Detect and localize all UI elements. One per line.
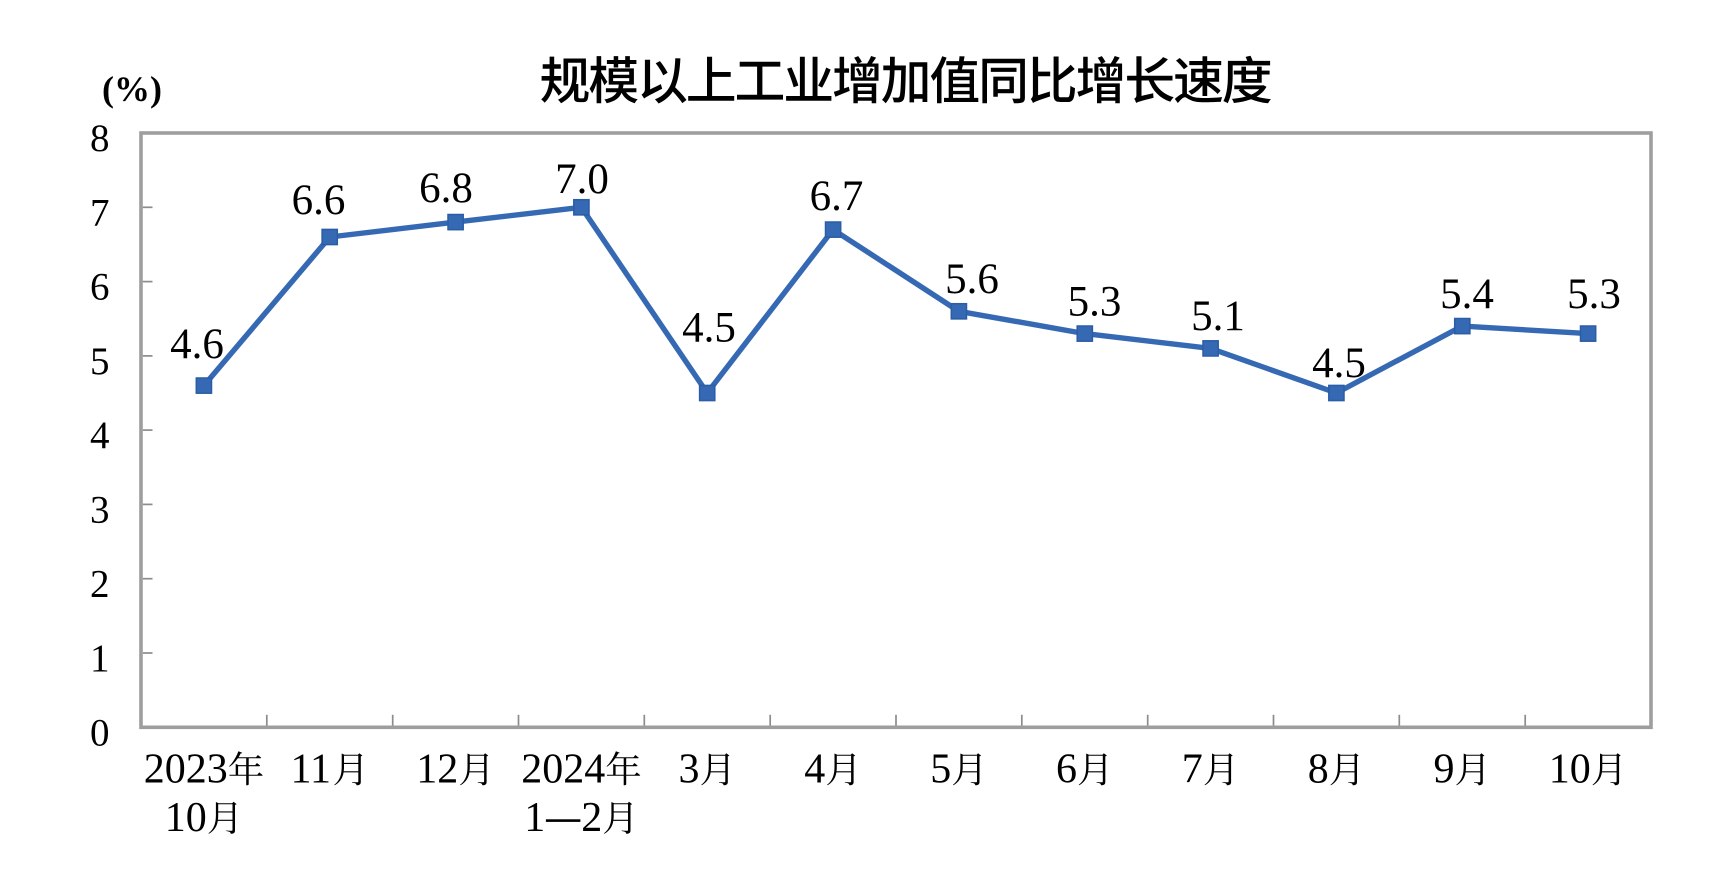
svg-text:(%): (%) [102,69,162,109]
svg-text:2023: 2023 [144,747,228,793]
svg-text:8: 8 [1308,747,1329,793]
svg-text:6.8: 6.8 [419,165,473,212]
svg-text:2: 2 [90,563,110,606]
svg-text:4.5: 4.5 [682,305,736,352]
svg-text:0: 0 [90,711,110,754]
svg-text:5.1: 5.1 [1191,293,1245,340]
svg-text:5.4: 5.4 [1440,271,1494,318]
svg-text:5: 5 [930,747,951,793]
svg-text:5: 5 [90,340,110,383]
svg-text:6.7: 6.7 [810,173,864,220]
svg-text:1: 1 [90,637,110,680]
svg-text:4.6: 4.6 [170,321,224,368]
svg-text:6: 6 [90,266,110,309]
svg-text:2024: 2024 [521,747,605,793]
svg-text:3: 3 [90,488,110,531]
svg-text:7.0: 7.0 [555,156,609,203]
svg-text:12: 12 [416,747,458,793]
svg-text:3: 3 [679,747,700,793]
svg-text:5.3: 5.3 [1567,271,1621,318]
svg-text:7: 7 [1182,747,1203,793]
svg-text:2: 2 [581,795,602,841]
svg-text:7: 7 [90,191,110,234]
svg-text:6.6: 6.6 [292,177,346,224]
svg-text:4.5: 4.5 [1312,340,1366,387]
svg-text:5.6: 5.6 [945,256,999,303]
svg-text:6: 6 [1056,747,1077,793]
svg-text:11: 11 [291,747,331,793]
svg-text:8: 8 [90,117,110,160]
svg-text:9: 9 [1434,747,1455,793]
svg-text:4: 4 [804,747,825,793]
svg-text:10: 10 [165,795,207,841]
svg-text:5.3: 5.3 [1068,279,1122,326]
svg-text:10: 10 [1549,747,1591,793]
svg-text:4: 4 [90,414,110,457]
svg-text:1: 1 [524,795,545,841]
